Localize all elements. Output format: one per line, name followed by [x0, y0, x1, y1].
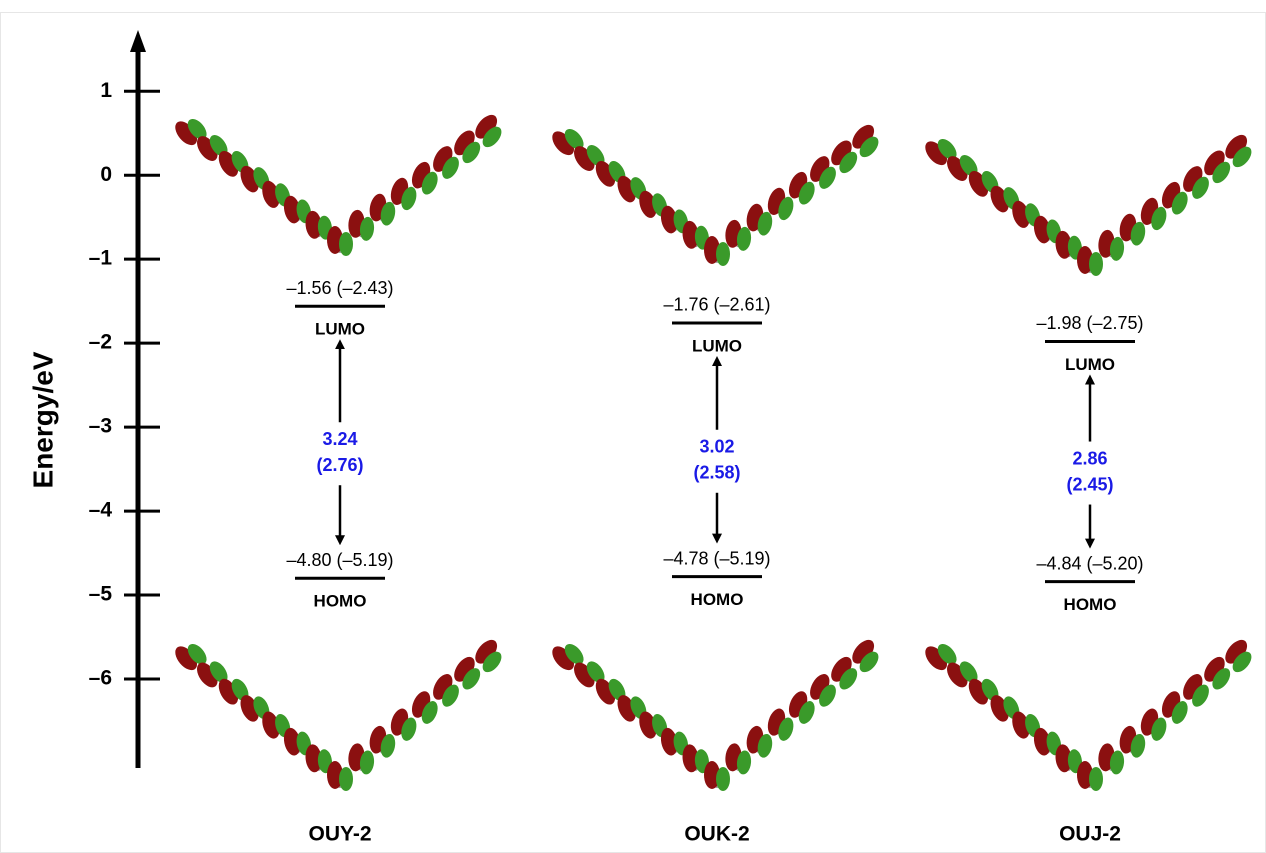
y-tick-label: –2 [89, 331, 112, 354]
level-value-label: –1.76 (–2.61) [663, 295, 770, 315]
gap-label: (2.76) [316, 455, 363, 475]
orbital-lobe [339, 232, 353, 256]
level-name: LUMO [1065, 355, 1115, 374]
level-value-label: –1.98 (–2.75) [1036, 313, 1143, 333]
orbital-lobe [716, 767, 730, 791]
y-tick-label: –1 [89, 247, 113, 270]
orbital-lobe [339, 767, 353, 791]
y-tick-label: –3 [89, 415, 112, 438]
chart: Energy/eV 1 0 –1 –2 –3 –4 –5 –6 –1.56 (–2.43) LUM… [0, 0, 1266, 853]
orbital-lobe [1089, 252, 1103, 276]
level-name: LUMO [692, 336, 742, 355]
gap-label: 3.02 [699, 437, 734, 457]
y-tick-label: 1 [100, 79, 112, 102]
level-name: HOMO [691, 590, 744, 609]
level-value-label: –4.78 (–5.19) [663, 548, 770, 568]
orbital-lobe [1089, 767, 1103, 791]
y-tick-label: –6 [89, 667, 112, 690]
gap-label: (2.45) [1066, 474, 1113, 494]
level-name: HOMO [314, 592, 367, 611]
level-value-label: –4.84 (–5.20) [1036, 553, 1143, 573]
level-name: LUMO [315, 320, 365, 339]
y-tick-label: –5 [89, 583, 113, 606]
y-axis-label: Energy/eV [27, 351, 58, 488]
y-tick-label: –4 [89, 499, 113, 522]
orbital-lobe [716, 242, 730, 266]
molecule-name: OUJ-2 [1059, 823, 1121, 846]
y-tick-label: 0 [100, 163, 112, 186]
level-value-label: –4.80 (–5.19) [286, 550, 393, 570]
gap-label: 3.24 [322, 429, 357, 449]
gap-label: (2.58) [693, 463, 740, 483]
gap-label: 2.86 [1072, 448, 1107, 468]
molecule-name: OUY-2 [308, 823, 371, 846]
level-value-label: –1.56 (–2.43) [286, 278, 393, 298]
molecule-name: OUK-2 [684, 823, 749, 846]
level-name: HOMO [1064, 595, 1117, 614]
y-axis-arrow [130, 30, 146, 52]
